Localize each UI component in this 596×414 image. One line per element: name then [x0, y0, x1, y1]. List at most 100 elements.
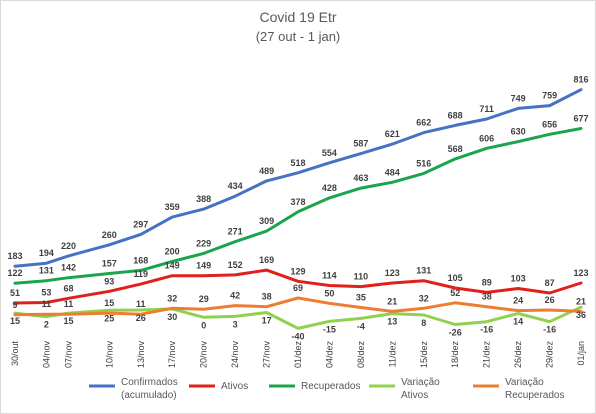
data-label-confirmados-acumulado: 434 [228, 181, 243, 191]
data-label-recuperados: 428 [322, 183, 337, 193]
data-label-variacao-ativos: -4 [357, 321, 365, 331]
x-tick-label: 21/dez [482, 341, 492, 369]
data-label-variacao-recuperados: 32 [419, 293, 429, 303]
data-label-variacao-ativos: 2 [44, 320, 49, 330]
data-label-ativos: 89 [482, 277, 492, 287]
data-label-variacao-ativos: 15 [10, 316, 20, 326]
series-line-ativos [13, 268, 583, 305]
x-tick-label: 07/nov [64, 341, 74, 369]
data-label-confirmados-acumulado: 587 [353, 139, 368, 149]
data-label-recuperados: 271 [228, 227, 243, 237]
data-label-variacao-recuperados: 32 [167, 293, 177, 303]
data-label-confirmados-acumulado: 183 [7, 251, 22, 261]
data-label-ativos: 51 [10, 288, 20, 298]
x-tick-label: 15/dez [419, 341, 429, 369]
data-label-variacao-recuperados: 50 [324, 288, 334, 298]
chart-title: Covid 19 Etr [259, 9, 336, 25]
data-label-recuperados: 484 [385, 167, 400, 177]
data-label-confirmados-acumulado: 688 [448, 110, 463, 120]
x-axis-ticks: 30/out 04/nov 07/nov 10/nov 13/nov 17/nov 20/n… [10, 341, 586, 369]
legend-item-ativos: Ativos [189, 381, 248, 392]
data-label-recuperados: 229 [196, 238, 211, 248]
x-tick-label: 08/dez [356, 341, 366, 369]
data-label-recuperados: 309 [259, 216, 274, 226]
series-line-variacao-ativos [13, 305, 583, 330]
data-label-variacao-ativos: -15 [323, 324, 336, 334]
x-tick-label: 04/dez [324, 341, 334, 369]
data-label-variacao-recuperados: 11 [64, 299, 74, 309]
data-label-confirmados-acumulado: 388 [196, 194, 211, 204]
x-tick-label: 29/dez [545, 341, 555, 369]
legend-label: Variação Ativos [401, 377, 440, 401]
data-label-recuperados: 200 [165, 247, 180, 257]
x-tick-label: 13/nov [136, 341, 146, 369]
data-label-recuperados: 677 [573, 114, 588, 124]
data-label-ativos: 53 [41, 288, 51, 298]
data-label-confirmados-acumulado: 759 [542, 91, 557, 101]
legend-item-confirmados-acumulado: Confirmados (acumulado) [89, 377, 178, 401]
data-label-ativos: 149 [165, 261, 180, 271]
data-label-confirmados-acumulado: 749 [511, 93, 526, 103]
data-label-ativos: 169 [259, 255, 274, 265]
data-label-ativos: 87 [545, 278, 555, 288]
data-labels: 183 1942202602973593884344895185545876216… [7, 75, 588, 342]
data-label-variacao-ativos: 15 [63, 316, 73, 326]
data-label-confirmados-acumulado: 816 [573, 75, 588, 85]
x-tick-label: 11/dez [387, 341, 397, 368]
data-label-ativos: 152 [228, 260, 243, 270]
data-label-variacao-recuperados: 11 [136, 299, 146, 309]
data-label-ativos: 103 [511, 274, 526, 284]
series-line-recuperados [13, 127, 583, 285]
data-label-variacao-ativos: 3 [233, 319, 238, 329]
x-tick-label: 30/out [10, 341, 20, 367]
data-label-ativos: 114 [322, 271, 337, 281]
data-label-variacao-recuperados: 52 [450, 288, 460, 298]
data-label-confirmados-acumulado: 621 [385, 129, 400, 139]
data-label-ativos: 123 [573, 268, 588, 278]
data-label-ativos: 110 [354, 272, 369, 282]
data-label-recuperados: 656 [542, 119, 557, 129]
x-tick-label: 10/nov [104, 341, 114, 369]
legend-label: Recuperados [301, 381, 360, 392]
data-label-variacao-recuperados: 21 [576, 296, 586, 306]
data-label-recuperados: 378 [290, 197, 305, 207]
data-label-variacao-ativos: -26 [449, 328, 462, 338]
data-label-recuperados: 463 [353, 173, 368, 183]
x-tick-label: 26/dez [513, 341, 523, 369]
data-label-variacao-recuperados: 15 [104, 298, 114, 308]
legend-item-recuperados: Recuperados [269, 381, 360, 392]
data-label-variacao-ativos: 36 [576, 310, 586, 320]
data-label-variacao-recuperados: 38 [482, 292, 492, 302]
data-label-variacao-recuperados: 29 [199, 294, 209, 304]
legend-label: Ativos [221, 381, 248, 392]
data-label-ativos: 131 [416, 266, 431, 276]
data-label-variacao-ativos: 30 [167, 312, 177, 322]
data-label-variacao-recuperados: 26 [545, 295, 555, 305]
x-tick-label: 24/nov [230, 341, 240, 369]
data-label-confirmados-acumulado: 711 [479, 104, 494, 114]
chart-subtitle: (27 out - 1 jan) [256, 29, 341, 44]
x-tick-label: 20/nov [199, 341, 209, 369]
data-label-recuperados: 131 [39, 266, 54, 276]
data-label-variacao-recuperados: 24 [513, 296, 523, 306]
legend: Confirmados (acumulado) Ativos Recuperados V… [89, 377, 564, 401]
data-label-variacao-recuperados: 42 [230, 291, 240, 301]
data-label-recuperados: 157 [102, 259, 117, 269]
data-label-ativos: 149 [196, 261, 211, 271]
legend-label: Variação Recuperados [505, 377, 564, 401]
data-label-ativos: 119 [134, 269, 149, 279]
data-label-ativos: 105 [448, 273, 463, 283]
data-label-ativos: 123 [385, 268, 400, 278]
data-label-ativos: 68 [63, 283, 73, 293]
data-label-variacao-ativos: 13 [387, 317, 397, 327]
data-label-variacao-ativos: 0 [201, 320, 206, 330]
data-label-confirmados-acumulado: 359 [165, 202, 180, 212]
x-tick-label: 18/dez [450, 341, 460, 369]
data-label-confirmados-acumulado: 489 [259, 166, 274, 176]
data-label-variacao-recuperados: 21 [387, 296, 397, 306]
data-label-variacao-recuperados: 35 [356, 293, 366, 303]
data-label-variacao-ativos: -16 [543, 325, 556, 335]
data-label-variacao-ativos: -16 [480, 325, 493, 335]
data-label-ativos: 129 [290, 266, 305, 276]
